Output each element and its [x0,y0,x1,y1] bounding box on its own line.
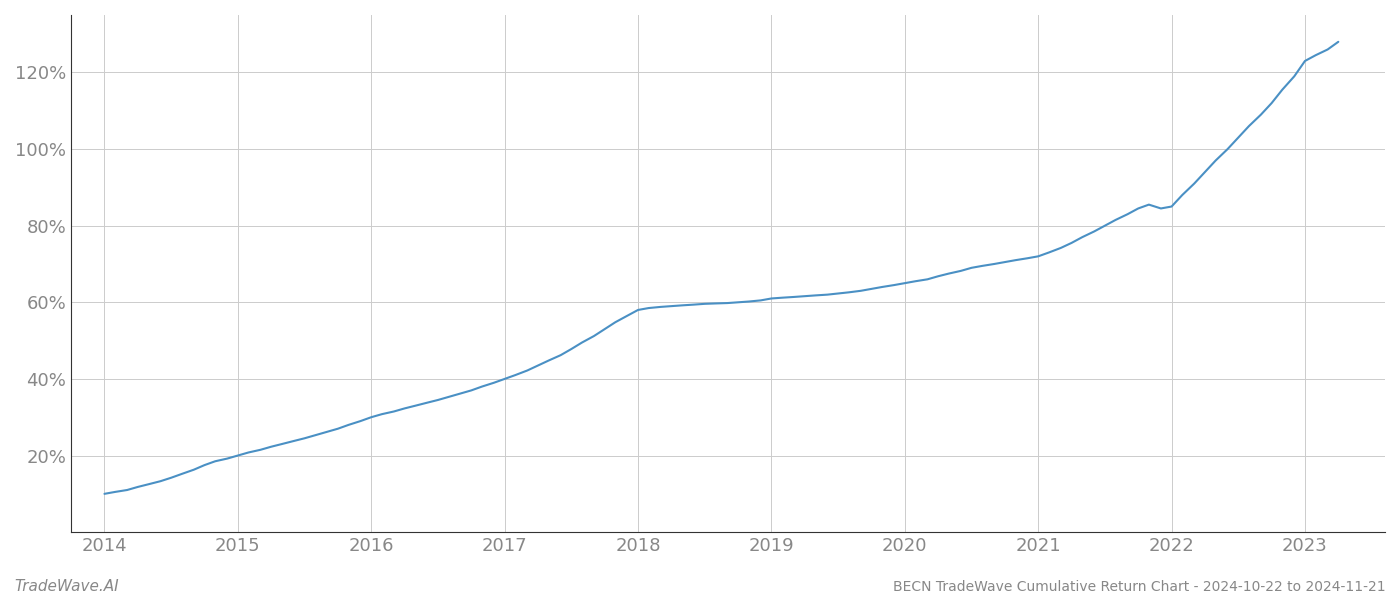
Text: TradeWave.AI: TradeWave.AI [14,579,119,594]
Text: BECN TradeWave Cumulative Return Chart - 2024-10-22 to 2024-11-21: BECN TradeWave Cumulative Return Chart -… [893,580,1386,594]
